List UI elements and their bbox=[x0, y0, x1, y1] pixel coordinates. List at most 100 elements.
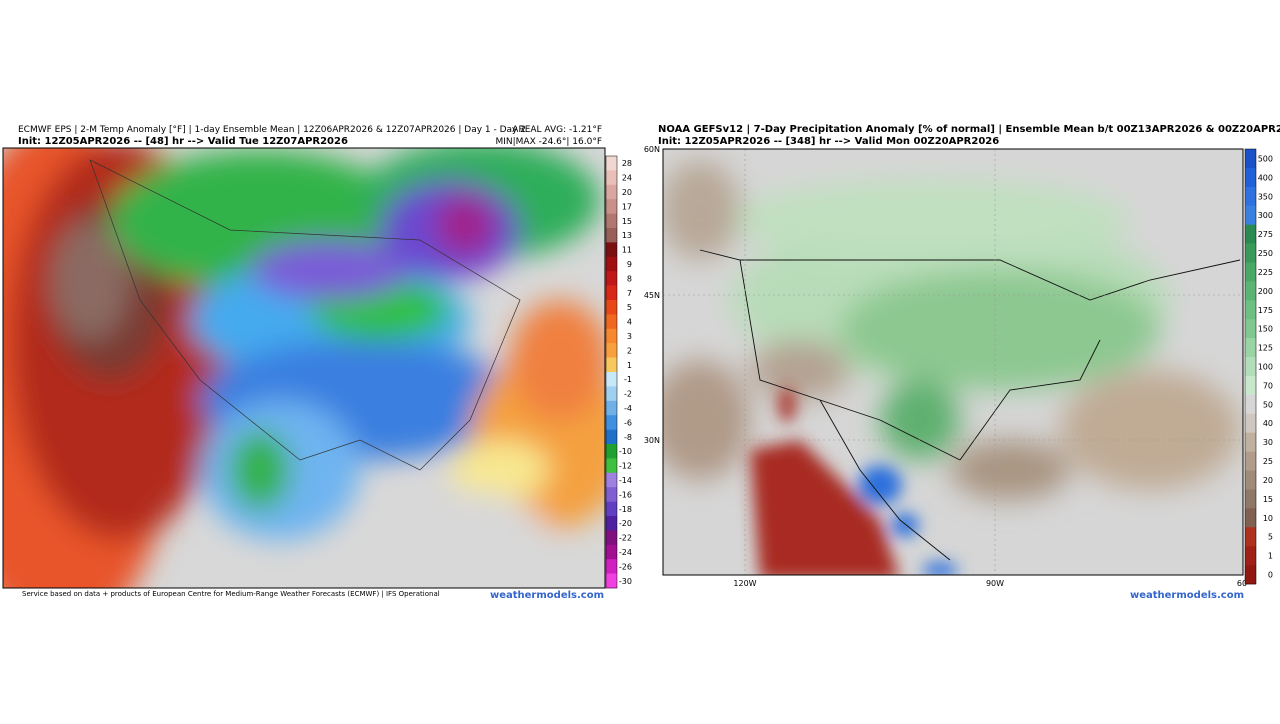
colorbar-label: 300 bbox=[1258, 211, 1273, 220]
colorbar-label: 20 bbox=[1263, 476, 1273, 485]
lat-label: 60N bbox=[644, 145, 660, 154]
colorbar-swatch bbox=[1245, 527, 1256, 547]
colorbar-label: -4 bbox=[624, 404, 632, 413]
colorbar-swatch bbox=[606, 530, 617, 546]
colorbar-swatch bbox=[606, 400, 617, 416]
colorbar-swatch bbox=[1245, 149, 1256, 169]
colorbar-label: 9 bbox=[627, 260, 632, 269]
colorbar-label: 24 bbox=[622, 174, 632, 183]
colorbar-swatch bbox=[1245, 319, 1256, 339]
colorbar-swatch bbox=[606, 501, 617, 517]
colorbar-swatch bbox=[1245, 394, 1256, 415]
colorbar-swatch bbox=[1245, 508, 1256, 528]
colorbar-label: 25 bbox=[1263, 457, 1273, 466]
colorbar-label: 275 bbox=[1258, 230, 1273, 239]
colorbar-swatch bbox=[1245, 262, 1256, 282]
lat-label: 45N bbox=[644, 291, 660, 300]
colorbar-swatch bbox=[606, 458, 617, 474]
colorbar-frame bbox=[605, 155, 618, 589]
temp-map bbox=[3, 148, 605, 588]
colorbar-label: -10 bbox=[619, 447, 632, 456]
colorbar-swatch bbox=[606, 386, 617, 402]
colorbar-swatch bbox=[1245, 167, 1256, 188]
colorbar-label: 28 bbox=[622, 159, 632, 168]
colorbar-swatch bbox=[1245, 489, 1256, 509]
colorbar-label: -24 bbox=[619, 548, 632, 557]
colorbar-label: 5 bbox=[1268, 533, 1273, 542]
precip-map-frame bbox=[662, 148, 1244, 576]
colorbar-label: 125 bbox=[1258, 344, 1273, 353]
colorbar-swatch bbox=[606, 199, 617, 214]
colorbar-label: 350 bbox=[1258, 192, 1273, 201]
areal-avg: AREAL AVG: -1.21°F bbox=[512, 125, 602, 135]
colorbar-swatch bbox=[606, 213, 617, 229]
colorbar-label: -8 bbox=[624, 433, 632, 442]
colorbar-label: -20 bbox=[619, 519, 632, 528]
colorbar-swatch bbox=[606, 487, 617, 502]
left-title: ECMWF EPS | 2-M Temp Anomaly [°F] | 1-da… bbox=[18, 125, 526, 135]
colorbar-label: -26 bbox=[619, 562, 632, 571]
colorbar-swatch bbox=[606, 184, 617, 200]
colorbar-label: -6 bbox=[624, 418, 632, 427]
colorbar-swatch bbox=[606, 357, 617, 373]
colorbar-label: 50 bbox=[1263, 400, 1273, 409]
colorbar-label: 400 bbox=[1258, 173, 1273, 182]
colorbar-label: 20 bbox=[622, 188, 632, 197]
colorbar-swatch bbox=[1245, 338, 1256, 358]
colorbar-label: 15 bbox=[622, 217, 632, 226]
colorbar-swatch bbox=[606, 429, 617, 445]
colorbar-label: 70 bbox=[1263, 381, 1273, 390]
colorbar-frame bbox=[1244, 148, 1257, 585]
colorbar-swatch bbox=[606, 559, 617, 574]
precip-map bbox=[663, 149, 1243, 575]
colorbar-swatch bbox=[1245, 413, 1256, 433]
colorbar-label: 4 bbox=[627, 318, 632, 327]
colorbar-swatch bbox=[606, 228, 617, 243]
right-title: NOAA GEFSv12 | 7-Day Precipitation Anoma… bbox=[658, 124, 1280, 135]
colorbar-swatch bbox=[1245, 546, 1256, 566]
colorbar-label: 3 bbox=[627, 332, 632, 341]
lon-label: 60 bbox=[1237, 579, 1247, 588]
colorbar-label: 8 bbox=[627, 274, 632, 283]
colorbar-label: 1 bbox=[1268, 552, 1273, 561]
colorbar-swatch bbox=[606, 444, 617, 459]
colorbar-swatch bbox=[1245, 565, 1256, 585]
colorbar-label: -18 bbox=[619, 505, 632, 514]
colorbar-swatch bbox=[606, 285, 617, 301]
colorbar-swatch bbox=[606, 573, 617, 589]
colorbar-swatch bbox=[1245, 470, 1256, 490]
colorbar-label: -16 bbox=[619, 490, 632, 499]
colorbar-label: 17 bbox=[622, 202, 632, 211]
colorbar-swatch bbox=[606, 516, 617, 531]
colorbar-label: -14 bbox=[619, 476, 632, 485]
colorbar-swatch bbox=[1245, 357, 1256, 377]
colorbar-label: 250 bbox=[1258, 249, 1273, 258]
colorbar-swatch bbox=[1245, 375, 1256, 396]
left-subtitle: Init: 12Z05APR2026 -- [48] hr --> Valid … bbox=[18, 136, 348, 147]
colorbar-label: 40 bbox=[1263, 419, 1273, 428]
colorbar-swatch bbox=[606, 300, 617, 315]
precip-colorbar: 5004003503002752502252001751501251007050… bbox=[1244, 148, 1273, 585]
colorbar-swatch bbox=[1245, 205, 1256, 225]
colorbar-swatch bbox=[606, 544, 617, 560]
colorbar-swatch bbox=[1245, 300, 1256, 320]
colorbar-swatch bbox=[1245, 281, 1256, 301]
colorbar-label: 150 bbox=[1258, 325, 1273, 334]
colorbar-label: 2 bbox=[627, 346, 632, 355]
colorbar-swatch bbox=[606, 156, 617, 171]
colorbar-swatch bbox=[1245, 451, 1256, 471]
colorbar-label: 15 bbox=[1263, 495, 1273, 504]
colorbar-swatch bbox=[606, 271, 617, 286]
colorbar-label: 100 bbox=[1258, 363, 1273, 372]
colorbar-label: 7 bbox=[627, 289, 632, 298]
lon-label: 90W bbox=[986, 579, 1004, 588]
colorbar-label: -1 bbox=[624, 375, 632, 384]
colorbar-label: 30 bbox=[1263, 438, 1273, 447]
colorbar-swatch bbox=[606, 170, 617, 186]
brand: weathermodels.com bbox=[1130, 590, 1244, 601]
colorbar-swatch bbox=[606, 343, 617, 358]
colorbar-label: -12 bbox=[619, 462, 632, 471]
footer-note: Service based on data + products of Euro… bbox=[22, 590, 440, 598]
colorbar-label: -2 bbox=[624, 390, 632, 399]
